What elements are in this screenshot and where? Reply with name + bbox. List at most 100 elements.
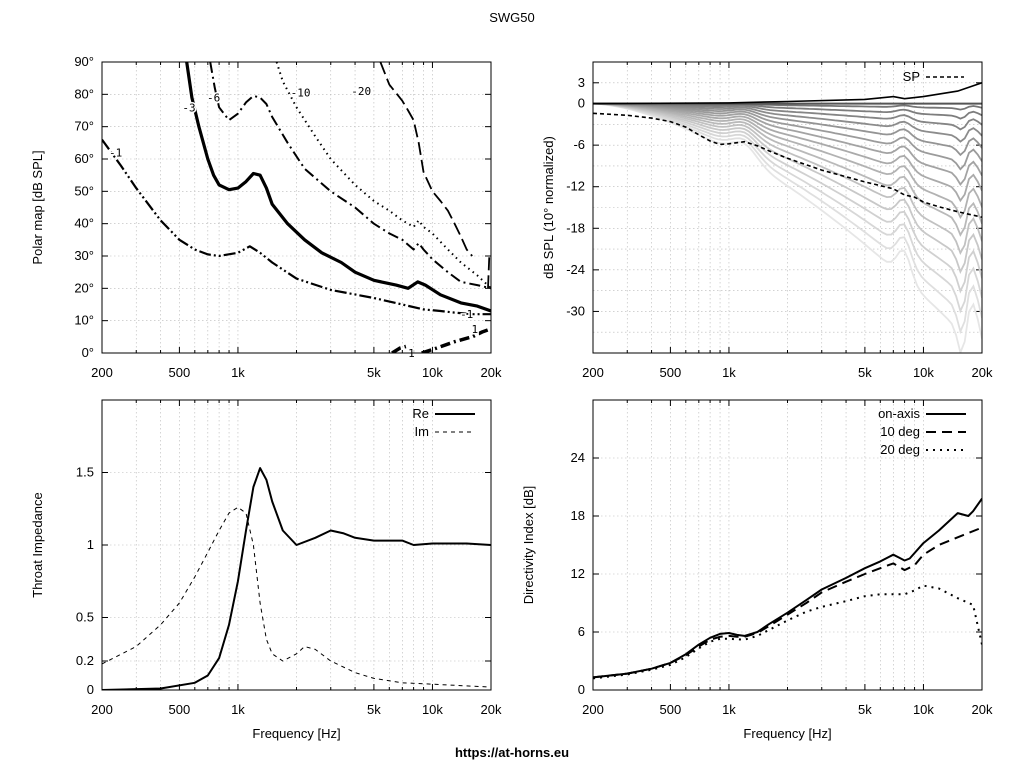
contour-label: 1 <box>471 323 478 336</box>
x-tick-label: 200 <box>91 365 113 380</box>
y-tick-label: -12 <box>566 179 585 194</box>
series--10-line <box>275 62 491 290</box>
y-tick-label: -18 <box>566 220 585 235</box>
legend-label: Im <box>415 424 429 439</box>
x-axis-label: Frequency [Hz] <box>743 726 831 741</box>
x-tick-label: 20k <box>972 365 993 380</box>
y-tick-label: 0 <box>578 96 585 111</box>
contour-label: -1 <box>109 147 122 160</box>
series-on-axis-line <box>593 498 982 679</box>
y-tick-label: -30 <box>566 303 585 318</box>
y-tick-label: -24 <box>566 262 585 277</box>
y-tick-label: 1 <box>87 537 94 552</box>
legend-label: SP <box>903 69 920 84</box>
contour-label: -1 <box>460 308 473 321</box>
x-tick-label: 1k <box>722 365 736 380</box>
x-tick-label: 500 <box>169 702 191 717</box>
near-axis-response-curve <box>593 82 982 105</box>
x-tick-label: 10k <box>422 702 443 717</box>
y-axis-label: Throat Impedance <box>30 492 45 598</box>
plot-frame <box>592 399 983 691</box>
legend-impedance: Re Im <box>412 406 475 439</box>
plot-area-di <box>593 498 982 680</box>
series-Im-line <box>102 506 491 688</box>
legend-label: on-axis <box>878 406 920 421</box>
x-tick-label: 20k <box>972 702 993 717</box>
x-tick-label: 500 <box>660 702 682 717</box>
series--20-line <box>379 62 473 257</box>
y-tick-label: 18 <box>571 508 585 523</box>
x-tick-label: 1k <box>231 702 245 717</box>
series--20b-line <box>487 255 491 289</box>
x-tick-label: 10k <box>913 702 934 717</box>
x-tick-label: 20k <box>481 365 502 380</box>
series--3-line <box>185 62 491 313</box>
legend-label: 10 deg <box>880 424 920 439</box>
x-tick-label: 200 <box>582 365 604 380</box>
footer-url: https://at-horns.eu <box>455 745 569 760</box>
y-tick-label: 0 <box>578 682 585 697</box>
y-tick-label: 70° <box>74 119 94 134</box>
y-tick-label: 40° <box>74 216 94 231</box>
x-tick-label: 500 <box>169 365 191 380</box>
y-tick-label: 1.5 <box>76 465 94 480</box>
x-tick-label: 200 <box>91 702 113 717</box>
y-tick-label: 50° <box>74 183 94 198</box>
y-tick-label: 0 <box>87 682 94 697</box>
y-tick-label: 80° <box>74 86 94 101</box>
off-axis-response-curve <box>593 102 982 294</box>
x-tick-label: 200 <box>582 702 604 717</box>
figure-title: SWG50 <box>489 10 535 25</box>
plot-area-spl <box>593 82 982 353</box>
y-axis-label: Polar map [dB SPL] <box>30 150 45 264</box>
legend-label: Re <box>412 406 429 421</box>
legend-di: on-axis 10 deg 20 deg <box>878 406 966 457</box>
legend-sp: SP <box>903 69 964 84</box>
off-axis-response-curve <box>593 102 982 335</box>
off-axis-response-curve <box>593 102 982 237</box>
y-tick-label: 24 <box>571 450 585 465</box>
plot-frame <box>101 61 492 354</box>
series-1b-line <box>421 327 491 353</box>
chart-impedance: 200 500 1k 5k 10k 20k 0 0.2 0.5 1 1.5 Throat Impeda… <box>30 399 502 741</box>
y-axis-label: Directivity Index [dB] <box>521 486 536 605</box>
series-20-deg-line <box>593 584 982 680</box>
y-tick-label: 10° <box>74 313 94 328</box>
series--1-line <box>102 138 491 316</box>
y-tick-label: 6 <box>578 624 585 639</box>
x-tick-label: 5k <box>367 702 381 717</box>
y-tick-label: 20° <box>74 280 94 295</box>
off-axis-response-curve <box>593 102 982 220</box>
chart-polar: 200 500 1k 5k 10k 20k 0° 10° 20° 30° 40° 50° 60° 70° 8… <box>30 54 502 380</box>
chart-spl: 200 500 1k 5k 10k 20k 3 0 -6 -12 -18 -24 -30 dB SPL (… <box>541 61 993 380</box>
x-axis-label: Frequency [Hz] <box>252 726 340 741</box>
y-tick-label: 0° <box>82 345 94 360</box>
y-tick-label: 0.5 <box>76 610 94 625</box>
off-axis-response-curve <box>593 102 982 353</box>
y-tick-label: 0.2 <box>76 653 94 668</box>
contour-label: -6 <box>207 92 220 105</box>
contour-label: -10 <box>291 87 311 100</box>
sound-power-curve <box>593 112 982 218</box>
series-Re-line <box>102 467 491 690</box>
x-tick-label: 5k <box>858 702 872 717</box>
y-tick-label: 30° <box>74 248 94 263</box>
x-tick-label: 10k <box>913 365 934 380</box>
plot-frame <box>101 399 492 691</box>
y-tick-label: 12 <box>571 566 585 581</box>
plot-frame <box>592 61 983 354</box>
legend-label: 20 deg <box>880 442 920 457</box>
off-axis-response-curve <box>593 102 982 256</box>
x-tick-label: 1k <box>722 702 736 717</box>
y-tick-label: 3 <box>578 75 585 90</box>
plot-area-impedance <box>102 467 491 690</box>
off-axis-response-curve <box>593 102 982 314</box>
series-10-deg-line <box>593 526 982 679</box>
y-tick-label: -6 <box>573 137 585 152</box>
y-axis-label: dB SPL (10° normalized) <box>541 136 556 279</box>
x-tick-label: 1k <box>231 365 245 380</box>
x-tick-label: 5k <box>367 365 381 380</box>
contour-label: -20 <box>351 85 371 98</box>
x-tick-label: 20k <box>481 702 502 717</box>
